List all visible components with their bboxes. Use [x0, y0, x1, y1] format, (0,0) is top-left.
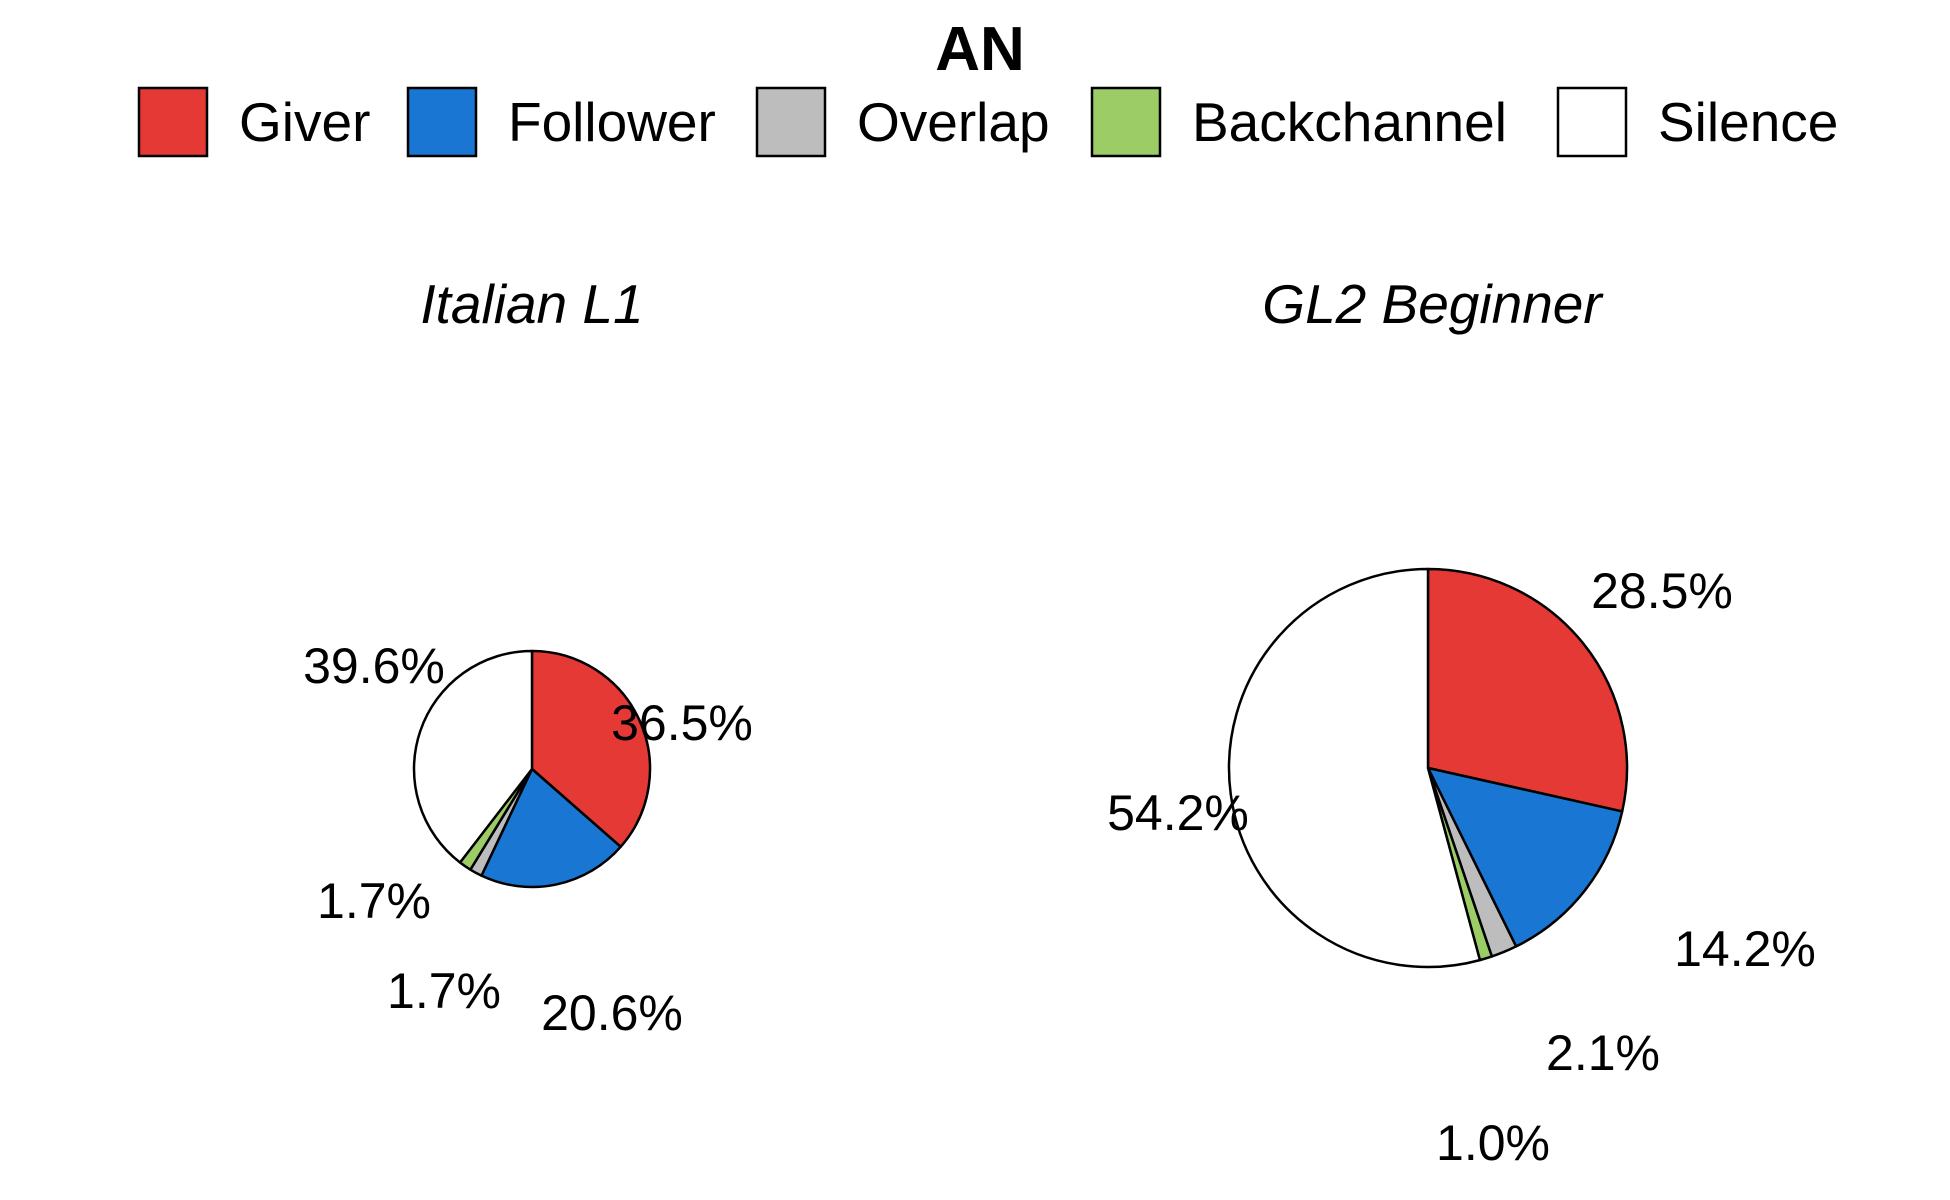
- legend-label-silence: Silence: [1658, 91, 1838, 153]
- pie-label-backchannel: 1.7%: [317, 873, 431, 929]
- legend-label-backchannel: Backchannel: [1192, 91, 1507, 153]
- chart-title: AN: [935, 15, 1025, 84]
- pie-label-overlap: 2.1%: [1546, 1025, 1660, 1081]
- pie-slice-follower: [1426, 766, 1624, 948]
- legend: Giver Follower Overlap Backchannel Silence: [137, 86, 1838, 158]
- pie-label-giver: 28.5%: [1591, 563, 1733, 619]
- pie-label-follower: 14.2%: [1674, 921, 1816, 977]
- pie-label-follower: 20.6%: [541, 985, 683, 1041]
- legend-key-silence: [1556, 86, 1628, 158]
- pie-italian-l1: 36.5% 20.6% 1.7% 1.7% 39.6%: [303, 638, 753, 1041]
- panel-title-gl2-beginner: GL2 Beginner: [1262, 273, 1604, 335]
- legend-key-giver: [137, 86, 209, 158]
- legend-label-follower: Follower: [508, 91, 716, 153]
- legend-key-backchannel: [1090, 86, 1162, 158]
- pie-slice-silence: [412, 649, 534, 864]
- pie-slice-giver: [1426, 567, 1629, 813]
- pie-slice-giver: [530, 649, 652, 849]
- legend-label-giver: Giver: [239, 91, 370, 153]
- pie-label-overlap: 1.7%: [387, 963, 501, 1019]
- pie-label-giver: 36.5%: [611, 695, 753, 751]
- pie-label-silence: 39.6%: [303, 638, 445, 694]
- legend-label-overlap: Overlap: [857, 91, 1050, 153]
- pie-label-silence: 54.2%: [1107, 785, 1249, 841]
- panel-title-italian-l1: Italian L1: [420, 273, 643, 335]
- pie-slice-silence: [1227, 567, 1482, 969]
- pie-gl2-beginner: 28.5% 14.2%2.1% 1.0% 54.2%: [1107, 563, 1816, 1171]
- pie-slice-follower: [480, 767, 622, 889]
- pie-label-backchannel: 1.0%: [1436, 1115, 1550, 1171]
- legend-key-follower: [406, 86, 478, 158]
- legend-key-overlap: [755, 86, 827, 158]
